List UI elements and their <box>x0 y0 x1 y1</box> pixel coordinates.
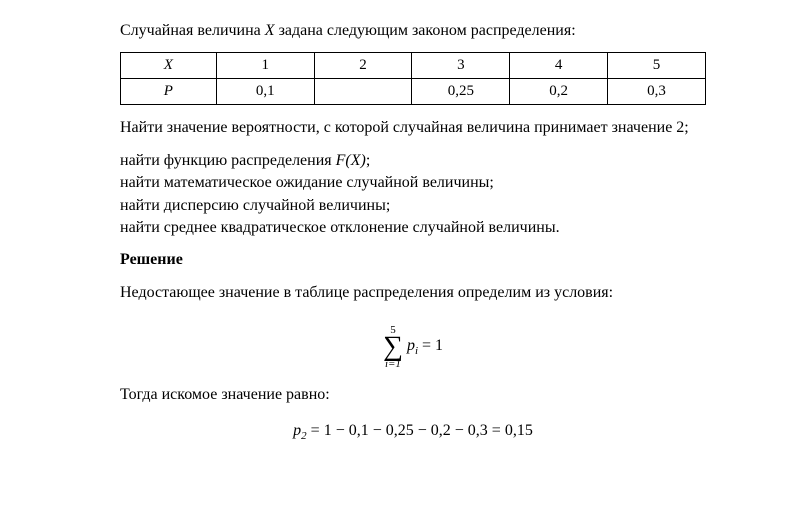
task-line-4: найти дисперсию случайной величины; <box>120 195 706 217</box>
result-rest: = 1 − 0,1 − 0,25 − 0,2 − 0,3 = 0,15 <box>307 422 533 439</box>
task-line-3: найти математическое ожидание случайной … <box>120 172 706 194</box>
table-header-p: P <box>121 79 217 105</box>
then-text: Тогда искомое значение равно: <box>120 384 706 406</box>
task-line-2-before: найти функцию распределения <box>120 152 336 169</box>
table-cell: 4 <box>510 53 608 79</box>
intro-text-before: Случайная величина <box>120 22 265 39</box>
sigma-block: 5 ∑ i=1 <box>383 325 403 369</box>
table-row: X 1 2 3 4 5 <box>121 53 706 79</box>
sum-body: pi = 1 <box>407 335 443 360</box>
sum-equals: = 1 <box>418 337 443 354</box>
table-cell: 0,3 <box>608 79 706 105</box>
table-cell: 0,2 <box>510 79 608 105</box>
solution-text: Недостающее значение в таблице распредел… <box>120 282 706 304</box>
sigma-symbol: ∑ <box>383 336 403 358</box>
result-var: p <box>293 422 301 439</box>
sigma-bottom: i=1 <box>385 359 401 370</box>
sum-formula: 5 ∑ i=1 pi = 1 <box>120 318 706 369</box>
table-cell: 3 <box>412 53 510 79</box>
result-formula: p2 = 1 − 0,1 − 0,25 − 0,2 − 0,3 = 0,15 <box>120 420 706 445</box>
table-cell: 0,1 <box>216 79 314 105</box>
intro-text-after: задана следующим законом распределения: <box>275 22 576 39</box>
task-line-2: найти функцию распределения F(X); <box>120 150 706 172</box>
sum-var: p <box>407 337 415 354</box>
solution-header: Решение <box>120 249 706 271</box>
task-line-5: найти среднее квадратическое отклонение … <box>120 217 706 239</box>
table-cell: 1 <box>216 53 314 79</box>
table-cell: 5 <box>608 53 706 79</box>
distribution-table: X 1 2 3 4 5 P 0,1 0,25 0,2 0,3 <box>120 52 706 105</box>
intro-paragraph: Случайная величина X задана следующим за… <box>120 20 706 42</box>
task-line-2-formula: F(X) <box>336 152 366 169</box>
task-line-1: Найти значение вероятности, с которой сл… <box>120 117 706 139</box>
table-cell: 2 <box>314 53 412 79</box>
table-cell: 0,25 <box>412 79 510 105</box>
task-line-2-after: ; <box>366 152 370 169</box>
table-header-x: X <box>121 53 217 79</box>
table-cell <box>314 79 412 105</box>
table-row: P 0,1 0,25 0,2 0,3 <box>121 79 706 105</box>
intro-variable: X <box>265 22 275 39</box>
